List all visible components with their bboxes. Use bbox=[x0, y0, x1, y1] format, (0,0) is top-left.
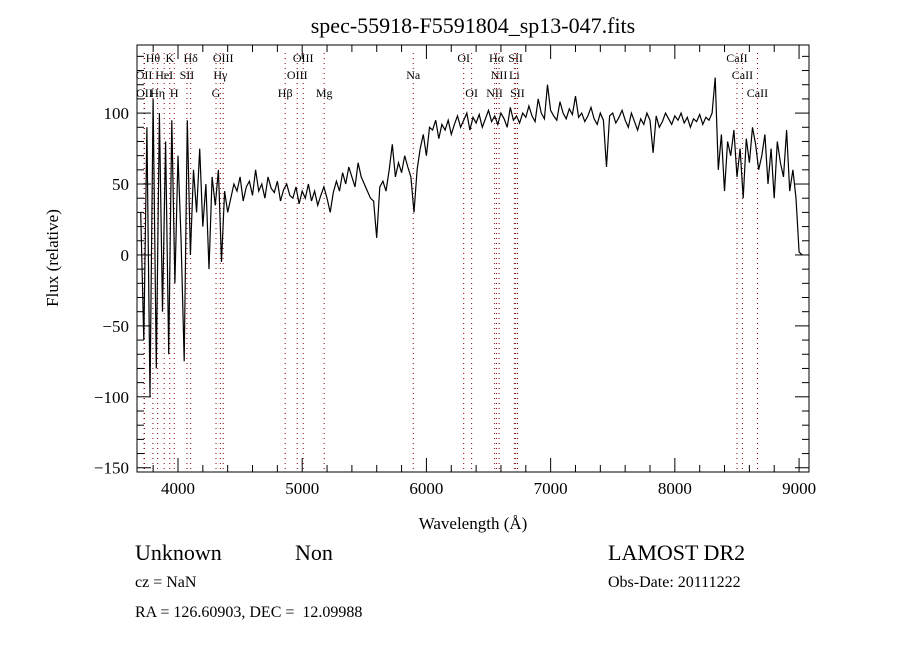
marker-label: Hγ bbox=[213, 68, 228, 82]
x-tick-label: 8000 bbox=[658, 479, 692, 498]
subclass-label: Non bbox=[295, 540, 333, 565]
x-tick-label: 7000 bbox=[534, 479, 568, 498]
x-tick-label: 4000 bbox=[161, 479, 195, 498]
marker-label: CaII bbox=[726, 51, 747, 65]
marker-label: NII bbox=[491, 68, 508, 82]
x-axis-label: Wavelength (Å) bbox=[419, 514, 528, 533]
y-tick-label: −150 bbox=[94, 459, 129, 478]
marker-label: Hθ bbox=[146, 51, 161, 65]
marker-label: Hδ bbox=[183, 51, 198, 65]
survey-label: LAMOST DR2 bbox=[608, 540, 746, 565]
marker-label: CaII bbox=[732, 68, 753, 82]
axes: 4000 5000 6000 7000 8000 9000 100 50 0 −50 −100 −15… bbox=[94, 45, 816, 498]
marker-label: Hβ bbox=[278, 86, 293, 100]
marker-label: SII bbox=[508, 51, 523, 65]
marker-label: OIII bbox=[213, 51, 234, 65]
y-tick-label: 50 bbox=[112, 175, 129, 194]
class-label: Unknown bbox=[135, 540, 222, 565]
x-tick-label: 5000 bbox=[285, 479, 319, 498]
marker-label: Hα bbox=[489, 51, 505, 65]
plot-frame bbox=[136, 44, 810, 473]
marker-label: Hη bbox=[150, 86, 165, 100]
marker-label: Na bbox=[406, 68, 421, 82]
y-tick-label: −100 bbox=[94, 388, 129, 407]
marker-label: K bbox=[165, 51, 174, 65]
series-group bbox=[140, 77, 803, 397]
marker-label: SII bbox=[510, 86, 525, 100]
y-tick-label: 0 bbox=[121, 246, 130, 265]
marker-label: SII bbox=[180, 68, 195, 82]
marker-label: NII bbox=[486, 86, 503, 100]
y-tick-label: 100 bbox=[104, 104, 130, 123]
marker-label: OI bbox=[457, 51, 470, 65]
x-tick-label: 9000 bbox=[782, 479, 816, 498]
marker-label: CaII bbox=[747, 86, 768, 100]
y-tick-label: −50 bbox=[102, 317, 129, 336]
marker-label: OII bbox=[136, 86, 153, 100]
cz-label: cz = NaN bbox=[135, 574, 197, 591]
marker-label: G bbox=[212, 86, 221, 100]
marker-label: Mg bbox=[316, 86, 333, 100]
marker-label: OIII bbox=[293, 51, 314, 65]
marker-label: H bbox=[170, 86, 179, 100]
marker-label: OI bbox=[465, 86, 478, 100]
marker-label: Li bbox=[509, 68, 520, 82]
coords-label: RA = 126.60903, DEC = 12.09988 bbox=[135, 604, 363, 621]
x-tick-label: 6000 bbox=[409, 479, 443, 498]
chart-title: spec-55918-F5591804_sp13-047.fits bbox=[311, 13, 635, 38]
marker-label: HeI bbox=[155, 68, 173, 82]
y-axis-label: Flux (relative) bbox=[43, 209, 62, 307]
marker-label: OIII bbox=[287, 68, 308, 82]
marker-label: OII bbox=[136, 68, 153, 82]
obs-date-label: Obs-Date: 20111222 bbox=[608, 574, 741, 591]
spectrum-line bbox=[140, 77, 803, 397]
